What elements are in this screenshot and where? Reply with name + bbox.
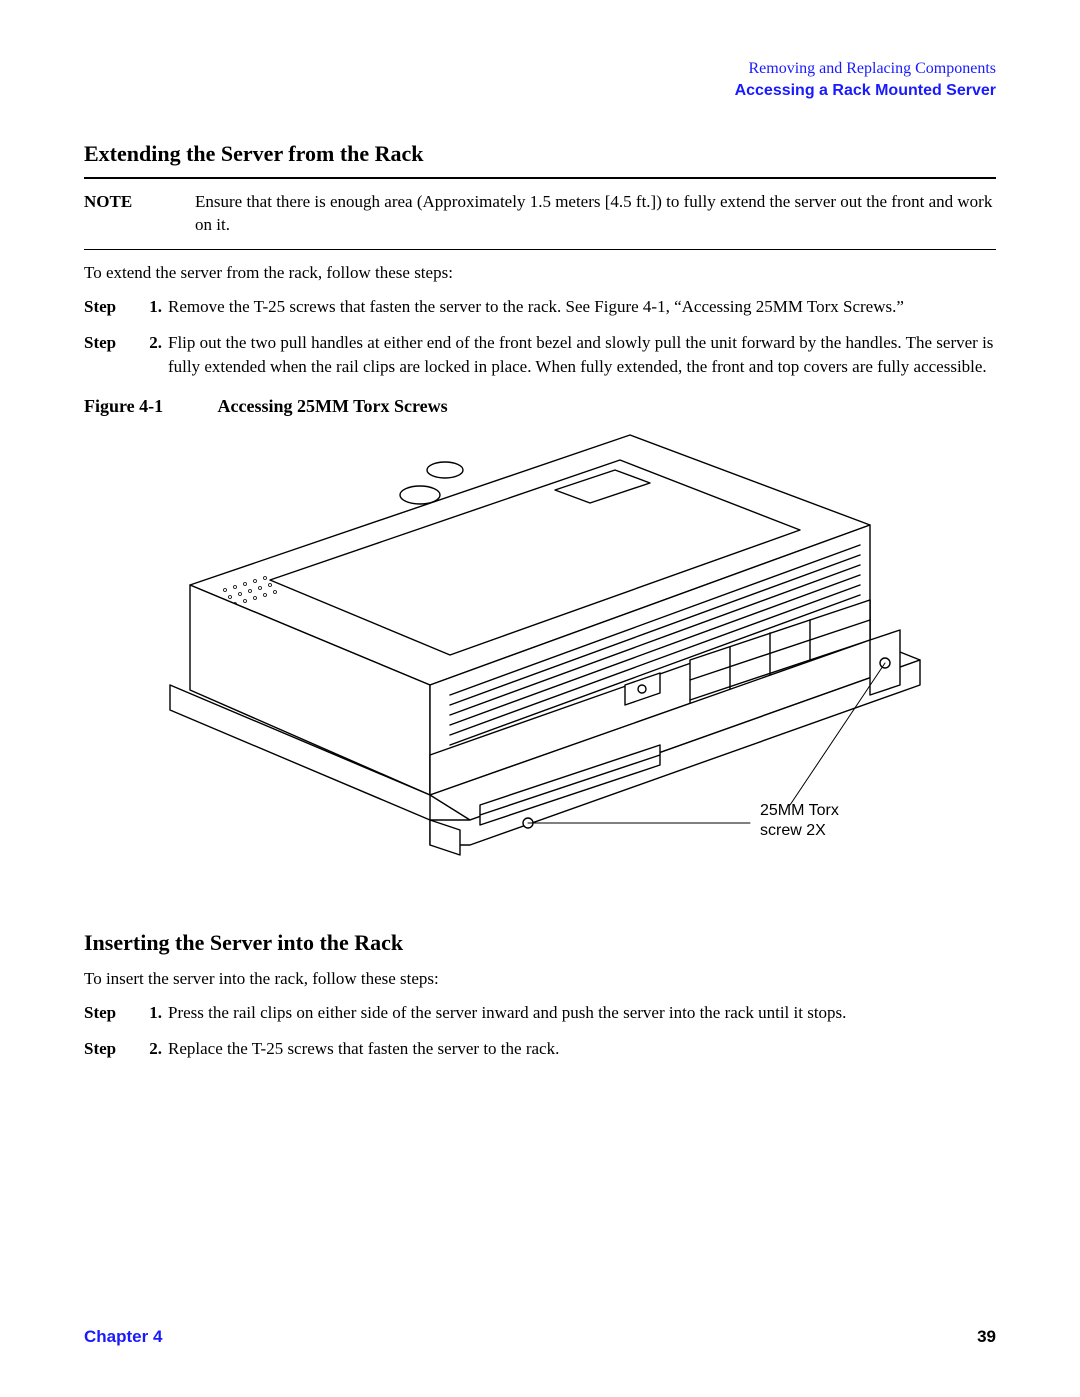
section1-title: Extending the Server from the Rack bbox=[84, 141, 996, 167]
page-footer: Chapter 4 39 bbox=[84, 1327, 996, 1347]
header-breadcrumb: Removing and Replacing Components bbox=[84, 58, 996, 80]
step-row: Step 1. Remove the T-25 screws that fast… bbox=[84, 295, 996, 319]
note-rule-top bbox=[84, 177, 996, 179]
step-body: Flip out the two pull handles at either … bbox=[168, 331, 996, 379]
step-row: Step 2. Replace the T-25 screws that fas… bbox=[84, 1037, 996, 1061]
page-header: Removing and Replacing Components Access… bbox=[84, 58, 996, 101]
section2-intro: To insert the server into the rack, foll… bbox=[84, 968, 996, 991]
footer-page: 39 bbox=[977, 1327, 996, 1347]
step-label: Step bbox=[84, 1037, 144, 1061]
figure-title: Accessing 25MM Torx Screws bbox=[218, 396, 448, 416]
step-label: Step bbox=[84, 295, 144, 319]
step-body: Press the rail clips on either side of t… bbox=[168, 1001, 996, 1025]
callout-line2: screw 2X bbox=[760, 822, 826, 839]
header-section: Accessing a Rack Mounted Server bbox=[84, 80, 996, 102]
note-block: NOTE Ensure that there is enough area (A… bbox=[84, 185, 996, 243]
step-number: 2. bbox=[144, 331, 168, 379]
figure-wrap: 25MM Torx screw 2X bbox=[84, 425, 996, 910]
figure-number: Figure 4-1 bbox=[84, 396, 214, 417]
server-diagram-icon: 25MM Torx screw 2X bbox=[130, 425, 950, 905]
step-body: Replace the T-25 screws that fasten the … bbox=[168, 1037, 996, 1061]
step-body: Remove the T-25 screws that fasten the s… bbox=[168, 295, 996, 319]
callout-line1: 25MM Torx bbox=[760, 802, 839, 819]
note-rule-bottom bbox=[84, 249, 996, 250]
step-label: Step bbox=[84, 331, 144, 379]
step-number: 2. bbox=[144, 1037, 168, 1061]
step-number: 1. bbox=[144, 1001, 168, 1025]
footer-chapter: Chapter 4 bbox=[84, 1327, 162, 1347]
section2-title: Inserting the Server into the Rack bbox=[84, 930, 996, 956]
figure-caption: Figure 4-1 Accessing 25MM Torx Screws bbox=[84, 396, 996, 417]
section1-intro: To extend the server from the rack, foll… bbox=[84, 262, 996, 285]
step-row: Step 1. Press the rail clips on either s… bbox=[84, 1001, 996, 1025]
note-body: Ensure that there is enough area (Approx… bbox=[195, 191, 996, 237]
note-label: NOTE bbox=[84, 191, 159, 237]
step-number: 1. bbox=[144, 295, 168, 319]
step-row: Step 2. Flip out the two pull handles at… bbox=[84, 331, 996, 379]
step-label: Step bbox=[84, 1001, 144, 1025]
